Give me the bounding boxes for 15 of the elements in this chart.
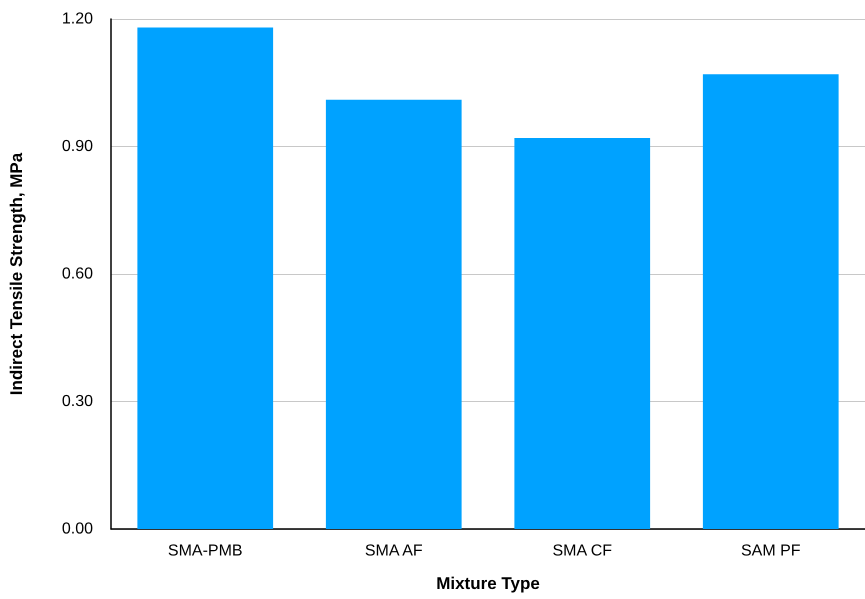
y-tick-label: 0.90 (62, 138, 94, 155)
bar (514, 138, 650, 529)
x-tick-label: SMA-PMB (168, 542, 243, 560)
y-tick-label: 0.30 (62, 393, 94, 410)
y-axis-title: Indirect Tensile Strength, MPa (7, 152, 26, 396)
y-tick-label: 0.00 (62, 520, 94, 538)
bar (137, 28, 274, 529)
bar (702, 74, 839, 529)
y-tick-label: 0.60 (62, 266, 94, 282)
x-tick-label: SMA CF (552, 542, 612, 560)
bar (326, 100, 462, 529)
x-axis-title: Mixture Type (436, 574, 540, 593)
x-tick-label: SAM PF (740, 542, 801, 560)
x-tick-label: SMA AF (364, 542, 423, 560)
y-tick-label: 1.20 (62, 10, 94, 28)
